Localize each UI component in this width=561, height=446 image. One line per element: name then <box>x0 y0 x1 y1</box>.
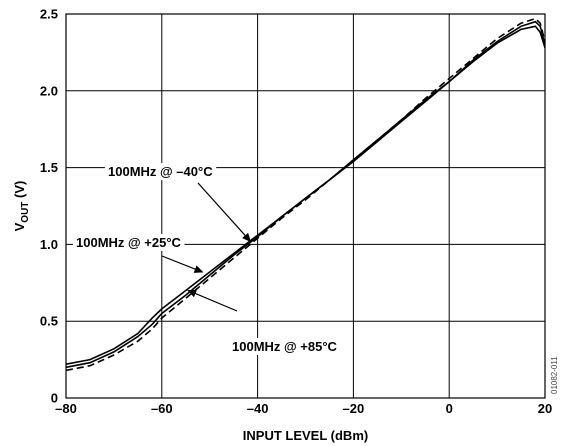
series-lines <box>65 17 546 372</box>
annotation-bg-2 <box>229 338 341 355</box>
figure-id: 01082-011 <box>550 356 559 394</box>
annotation-arrow-1 <box>161 255 204 273</box>
series-line-0 <box>65 25 546 365</box>
annotation-bg-1 <box>73 234 185 251</box>
y-tick-label-3: 1.5 <box>40 160 58 175</box>
annotation-label-2: 100MHz @ +85°C <box>232 339 338 354</box>
annotations: 100MHz @ –40°C 100MHz @ +25°C 100MHz @ +85… <box>73 163 341 355</box>
y-tick-label-4: 2.0 <box>40 83 58 98</box>
x-tick-label-1: –60 <box>151 401 173 416</box>
x-tick-label-5: 20 <box>538 401 552 416</box>
plot-frame <box>65 13 546 399</box>
y-axis-title-main: V <box>12 222 27 231</box>
y-axis-title-sub: OUT <box>20 202 31 223</box>
y-tick-label-1: 0.5 <box>40 314 58 329</box>
x-tick-label-3: –20 <box>343 401 365 416</box>
y-tick-label-0: 0 <box>51 391 58 406</box>
y-tick-label-2: 1.0 <box>40 237 58 252</box>
y-axis-title-unit: (V) <box>12 181 27 202</box>
series-line-2 <box>65 17 546 372</box>
y-axis-title: VOUT (V) <box>12 181 31 232</box>
x-axis-title: INPUT LEVEL (dBm) <box>243 428 368 443</box>
y-tick-label-5: 2.5 <box>40 7 58 22</box>
annotation-label-1: 100MHz @ +25°C <box>76 235 182 250</box>
annotation-arrow-0 <box>197 182 252 243</box>
series-line-1 <box>65 20 546 369</box>
tick-labels: –80 –60 –40 –20 0 20 0 0.5 1.0 1.5 2.0 2.5 <box>40 7 552 417</box>
x-tick-label-0: –80 <box>55 401 77 416</box>
annotation-arrow-2 <box>187 289 238 312</box>
x-tick-label-2: –40 <box>247 401 269 416</box>
x-tick-label-4: 0 <box>446 401 453 416</box>
annotation-label-0: 100MHz @ –40°C <box>108 164 213 179</box>
annotation-bg-0 <box>105 163 217 180</box>
